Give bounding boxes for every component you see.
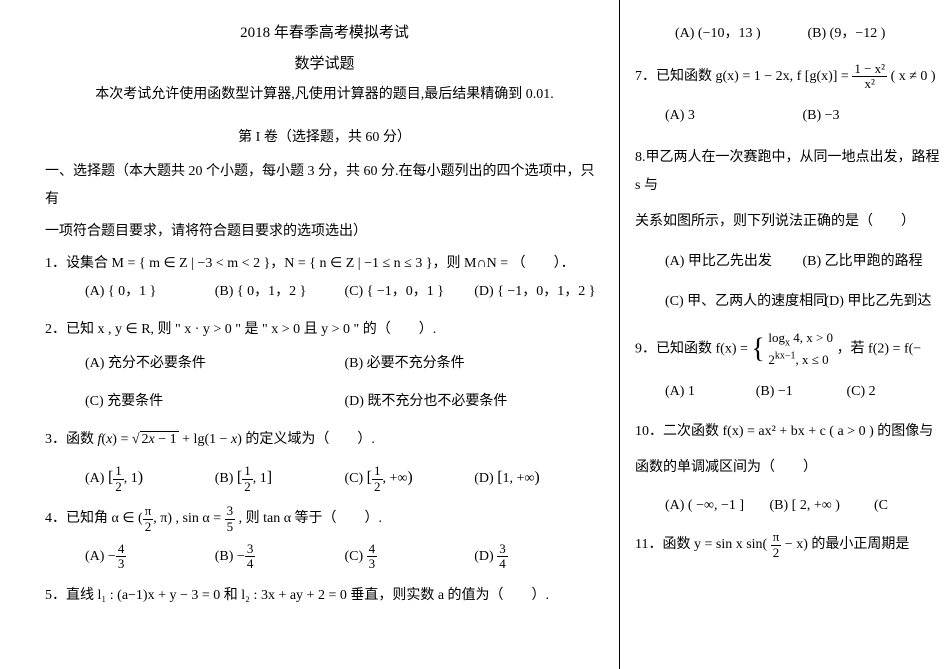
exam-title: 2018 年春季高考模拟考试 bbox=[45, 20, 604, 47]
q11-suffix: − x) 的最小正周期是 bbox=[785, 537, 910, 552]
q3-opt-c: (C) [12, +∞) bbox=[345, 462, 475, 494]
question-11: 11．函数 y = sin x sin( π2 − x) 的最小正周期是 bbox=[635, 530, 940, 560]
q9-opt-b: (B) −1 bbox=[756, 378, 847, 406]
question-9: 9．已知函数 f(x) = { logx 4, x > 0 2kx−1, x ≤… bbox=[635, 330, 940, 407]
q3-opt-a: (A) [12, 1) bbox=[85, 462, 215, 494]
q2-text: 2．已知 x , y ∈ R, 则 " x · y > 0 " 是 " x > … bbox=[45, 316, 604, 344]
q6-opt-a: (A) (−10，13 ) bbox=[675, 20, 808, 48]
question-6-opts: (A) (−10，13 ) (B) (9，−12 ) bbox=[635, 20, 940, 48]
q4-options: (A) −43 (B) −34 (C) 43 (D) 34 bbox=[45, 542, 604, 572]
q6-opt-b: (B) (9，−12 ) bbox=[808, 20, 941, 48]
q2-opt-c: (C) 充要条件 bbox=[85, 388, 345, 416]
q3-suffix: 的定义域为（ ）. bbox=[245, 432, 375, 447]
q8-options-row1: (A) 甲比乙先出发 (B) 乙比甲跑的路程 bbox=[635, 248, 940, 276]
q7-suffix: ( x ≠ 0 ) bbox=[891, 69, 936, 84]
q4-mid: , sin α = bbox=[176, 511, 225, 526]
q6-options: (A) (−10，13 ) (B) (9，−12 ) bbox=[635, 20, 940, 48]
q9-options: (A) 1 (B) −1 (C) 2 bbox=[635, 378, 940, 406]
exam-instruction: 本次考试允许使用函数型计算器,凡使用计算器的题目,最后结果精确到 0.01. bbox=[45, 82, 604, 107]
q2-opt-b: (B) 必要不充分条件 bbox=[345, 350, 605, 378]
q1-options: (A) { 0，1 } (B) { 0，1，2 } (C) { −1，0，1 }… bbox=[45, 278, 604, 306]
q8-opt-b: (B) 乙比甲跑的路程 bbox=[803, 248, 941, 276]
q4-opt-a: (A) −43 bbox=[85, 542, 215, 572]
question-8: 8.甲乙两人在一次赛跑中，从同一地点出发，路程 s 与 关系如图所示，则下列说法… bbox=[635, 144, 940, 316]
q9-case2: 2kx−1, x ≤ 0 bbox=[768, 352, 828, 367]
q4-opt-c: (C) 43 bbox=[345, 542, 475, 572]
q10-line1: 10．二次函数 f(x) = ax² + bx + c ( a > 0 ) 的图… bbox=[635, 418, 940, 446]
q8-line1: 8.甲乙两人在一次赛跑中，从同一地点出发，路程 s 与 bbox=[635, 144, 940, 200]
q10-opt-a: (A) ( −∞, −1 ] bbox=[665, 492, 770, 520]
exam-subject: 数学试题 bbox=[45, 51, 604, 78]
q8-opt-a: (A) 甲比乙先出发 bbox=[665, 248, 803, 276]
q4-opt-d: (D) 34 bbox=[474, 542, 604, 572]
q7-opt-a: (A) 3 bbox=[665, 102, 803, 130]
q10-opt-b: (B) [ 2, +∞ ) bbox=[770, 492, 875, 520]
section1-desc-1: 一、选择题（本大题共 20 个小题，每小题 3 分，共 60 分.在每小题列出的… bbox=[45, 158, 604, 214]
q1-opt-a: (A) { 0，1 } bbox=[85, 278, 215, 306]
question-7: 7．已知函数 g(x) = 1 − 2x, f [g(x)] = 1 − x²x… bbox=[635, 62, 940, 130]
q9-suffix: ，若 f(2) = f(− bbox=[837, 341, 922, 356]
question-1: 1．设集合 M = { m ∈ Z | −3 < m < 2 }，N = { n… bbox=[45, 250, 604, 306]
q3-prefix: 3．函数 bbox=[45, 432, 98, 447]
q9-opt-a: (A) 1 bbox=[665, 378, 756, 406]
q1-text: 1．设集合 M = { m ∈ Z | −3 < m < 2 }，N = { n… bbox=[45, 250, 604, 278]
q7-prefix: 7．已知函数 g(x) = 1 − 2x, f [g(x)] = bbox=[635, 69, 852, 84]
q8-options-row2: (C) 甲、乙两人的速度相同 (D) 甲比乙先到达 bbox=[635, 288, 940, 316]
q8-opt-d: (D) 甲比乙先到达 bbox=[825, 288, 941, 316]
q3-opt-b: (B) [12, 1] bbox=[215, 462, 345, 494]
q7-text: 7．已知函数 g(x) = 1 − 2x, f [g(x)] = 1 − x²x… bbox=[635, 62, 940, 92]
left-column: 2018 年春季高考模拟考试 数学试题 本次考试允许使用函数型计算器,凡使用计算… bbox=[0, 0, 620, 669]
question-5: 5．直线 l₁ : (a−1)x + y − 3 = 0 和 l₂ : 3x +… bbox=[45, 582, 604, 610]
q2-options-row2: (C) 充要条件 (D) 既不充分也不必要条件 bbox=[45, 388, 604, 416]
q2-opt-a: (A) 充分不必要条件 bbox=[85, 350, 345, 378]
q4-opt-b: (B) −34 bbox=[215, 542, 345, 572]
sqrt-expr: 2x − 1 bbox=[140, 431, 179, 447]
q7-options: (A) 3 (B) −3 bbox=[635, 102, 940, 130]
q2-opt-d: (D) 既不充分也不必要条件 bbox=[345, 388, 605, 416]
q9-text: 9．已知函数 f(x) = { logx 4, x > 0 2kx−1, x ≤… bbox=[635, 330, 940, 369]
section1-desc-2: 一项符合题目要求，请将符合题目要求的选项选出） bbox=[45, 218, 604, 246]
q5-text: 5．直线 l₁ : (a−1)x + y − 3 = 0 和 l₂ : 3x +… bbox=[45, 582, 604, 610]
question-10: 10．二次函数 f(x) = ax² + bx + c ( a > 0 ) 的图… bbox=[635, 418, 940, 520]
q8-line2: 关系如图所示，则下列说法正确的是（ ） bbox=[635, 208, 940, 236]
question-2: 2．已知 x , y ∈ R, 则 " x · y > 0 " 是 " x > … bbox=[45, 316, 604, 416]
question-4: 4．已知角 α ∈ (π2, π) , sin α = 35 , 则 tan α… bbox=[45, 504, 604, 571]
question-3: 3．函数 f(x) = √2x − 1 + lg(1 − x) 的定义域为（ ）… bbox=[45, 426, 604, 494]
q8-opt-c: (C) 甲、乙两人的速度相同 bbox=[665, 288, 825, 316]
q11-prefix: 11．函数 y = sin x sin( bbox=[635, 537, 767, 552]
q10-line2: 函数的单调减区间为（ ） bbox=[635, 454, 940, 482]
q10-options: (A) ( −∞, −1 ] (B) [ 2, +∞ ) (C bbox=[635, 492, 940, 520]
q11-text: 11．函数 y = sin x sin( π2 − x) 的最小正周期是 bbox=[635, 530, 940, 560]
q4-text: 4．已知角 α ∈ (π2, π) , sin α = 35 , 则 tan α… bbox=[45, 504, 604, 534]
q4-prefix: 4．已知角 bbox=[45, 511, 112, 526]
q10-opt-c: (C bbox=[874, 492, 929, 520]
right-column: (A) (−10，13 ) (B) (9，−12 ) 7．已知函数 g(x) =… bbox=[620, 0, 945, 669]
q3-text: 3．函数 f(x) = √2x − 1 + lg(1 − x) 的定义域为（ ）… bbox=[45, 426, 604, 454]
section1-title: 第 I 卷（选择题，共 60 分） bbox=[45, 125, 604, 150]
q2-options-row1: (A) 充分不必要条件 (B) 必要不充分条件 bbox=[45, 350, 604, 378]
q9-prefix: 9．已知函数 f(x) = bbox=[635, 341, 751, 356]
q4-suffix: , 则 tan α 等于（ ）. bbox=[239, 511, 382, 526]
q3-opt-d: (D) [1, +∞) bbox=[474, 462, 604, 494]
q7-opt-b: (B) −3 bbox=[803, 102, 941, 130]
q9-opt-c: (C) 2 bbox=[847, 378, 938, 406]
q1-opt-b: (B) { 0，1，2 } bbox=[215, 278, 345, 306]
q3-options: (A) [12, 1) (B) [12, 1] (C) [12, +∞) (D)… bbox=[45, 462, 604, 494]
q1-opt-c: (C) { −1，0，1 } bbox=[345, 278, 475, 306]
q1-opt-d: (D) { −1，0，1，2 } bbox=[474, 278, 604, 306]
q9-case1: logx 4, x > 0 bbox=[768, 330, 833, 345]
